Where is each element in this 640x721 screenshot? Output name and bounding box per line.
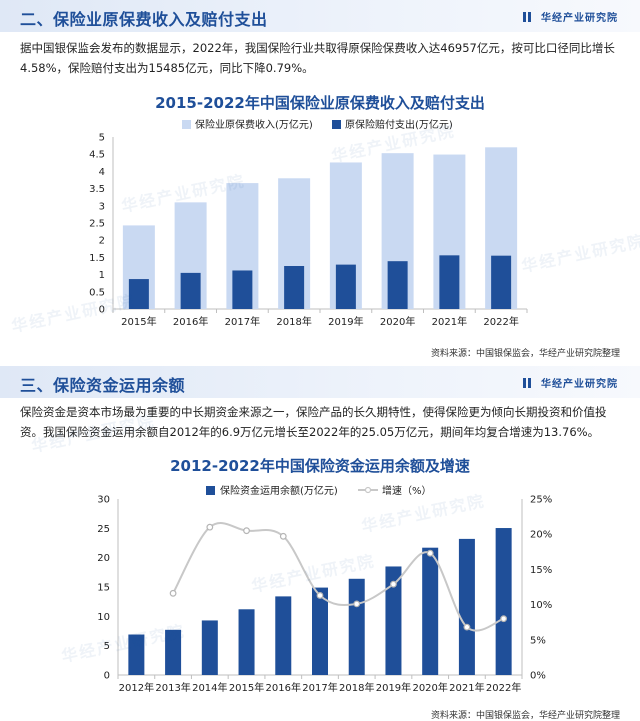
y-tick-label-left: 15	[97, 583, 110, 594]
legend-label: 保险业原保费收入(万亿元)	[195, 118, 313, 131]
growth-point	[390, 580, 397, 588]
y-tick-label-left: 25	[97, 524, 110, 535]
growth-point	[463, 623, 471, 631]
x-tick-label: 2018年	[276, 315, 311, 328]
chart-title: 2012-2022年中国保险资金运用余额及增速	[170, 457, 470, 475]
legend-marker	[364, 486, 372, 494]
bar-claims	[128, 279, 149, 309]
x-tick-label: 2015年	[229, 681, 264, 694]
legend-label: 保险资金运用余额(万亿元)	[220, 484, 338, 497]
bar-claims	[335, 264, 356, 309]
x-tick-label: 2016年	[266, 681, 301, 694]
brand-text: 华经产业研究院	[541, 379, 618, 390]
growth-point	[206, 523, 214, 531]
bar-fund-balance	[165, 629, 182, 675]
legend-swatch	[332, 120, 341, 129]
section-title: 三、保险资金运用余额	[20, 376, 186, 395]
chart-source: 资料来源：中国银保监会，华经产业研究院整理	[430, 349, 620, 359]
x-tick-label: 2019年	[376, 681, 411, 694]
bar-fund-balance	[201, 620, 218, 675]
x-tick-label: 2012年	[119, 681, 154, 694]
x-tick-label: 2014年	[192, 681, 227, 694]
brand-logo-icon	[523, 11, 533, 23]
y-tick-label-left: 0	[104, 671, 110, 682]
section-header-funds: 三、保险资金运用余额 华经产业研究院	[0, 366, 640, 398]
bar-claims	[387, 261, 408, 309]
bar-fund-balance	[238, 609, 255, 675]
bar-claims	[180, 272, 201, 309]
y-tick-label-right: 10%	[530, 600, 552, 611]
chart-title: 2015-2022年中国保险业原保费收入及赔付支出	[155, 94, 485, 112]
legend-swatch	[206, 486, 215, 495]
y-tick-label-left: 20	[97, 553, 110, 564]
y-tick-label-right: 15%	[530, 565, 552, 576]
y-tick-label: 2.5	[89, 219, 105, 230]
x-tick-label: 2021年	[449, 681, 484, 694]
x-tick-label: 2015年	[121, 315, 156, 328]
y-tick-label-right: 0%	[530, 671, 546, 682]
growth-point	[353, 600, 361, 608]
x-tick-label: 2017年	[302, 681, 337, 694]
legend-swatch	[182, 120, 191, 129]
legend-label: 原保险赔付支出(万亿元)	[345, 118, 453, 131]
bar-claims	[439, 255, 460, 309]
x-tick-label: 2018年	[339, 681, 374, 694]
bar-fund-balance	[422, 547, 439, 675]
x-tick-label: 2021年	[432, 315, 467, 328]
legend-label: 增速（%）	[382, 484, 432, 497]
y-tick-label-right: 5%	[530, 635, 546, 646]
bar-fund-balance	[275, 596, 292, 675]
growth-point	[500, 615, 508, 623]
bar-fund-balance	[458, 538, 475, 675]
x-tick-label: 2016年	[173, 315, 208, 328]
growth-point	[316, 592, 324, 599]
y-tick-label: 1	[99, 270, 105, 281]
bar-claims	[491, 255, 512, 309]
bar-fund-balance	[312, 587, 328, 675]
section-paragraph: 据中国银保监会发布的数据显示，2022年，我国保险行业共取得原保险保费收入达46…	[20, 41, 615, 75]
growth-point	[426, 549, 434, 557]
y-tick-label: 0.5	[89, 287, 105, 298]
y-tick-label: 0	[99, 305, 105, 316]
growth-point	[243, 527, 250, 535]
chart-source: 资料来源：中国银保监会，华经产业研究院整理	[430, 711, 620, 721]
x-tick-label: 2020年	[412, 681, 447, 694]
x-tick-label: 2022年	[483, 315, 518, 328]
x-tick-label: 2022年	[486, 681, 521, 694]
growth-line	[172, 522, 505, 632]
funds-chart: 保险资金运用余额(万亿元) 增速（%） 0 5 10 15 20 25 30 0% 5% 10% 15%…	[97, 484, 552, 694]
bar-fund-balance	[348, 578, 365, 675]
y-tick-label: 3	[99, 201, 105, 212]
y-tick-label: 4.5	[89, 150, 105, 161]
brand-label: 华经产业研究院	[523, 375, 618, 390]
section-header-premium: 二、保险业原保费收入及赔付支出 华经产业研究院	[0, 0, 640, 32]
bar-fund-balance	[385, 566, 402, 675]
y-tick-label-left: 10	[97, 612, 110, 623]
brand-text: 华经产业研究院	[541, 13, 618, 24]
brand-label: 华经产业研究院	[523, 9, 618, 24]
bar-fund-balance	[495, 528, 512, 675]
y-tick-label-right: 25%	[530, 495, 552, 506]
growth-point	[279, 532, 287, 540]
x-tick-label: 2013年	[155, 681, 190, 694]
growth-point	[169, 589, 177, 597]
bar-fund-balance	[128, 634, 145, 675]
y-tick-label: 2	[99, 236, 105, 247]
premium-chart: 保险业原保费收入(万亿元) 原保险赔付支出(万亿元) 0 0.5 1 1.5 2 2.5 3 3.…	[89, 118, 528, 328]
brand-logo-icon	[523, 377, 533, 389]
x-tick-label: 2017年	[225, 315, 260, 328]
y-tick-label-left: 30	[97, 495, 110, 506]
y-tick-label: 5	[99, 133, 105, 144]
y-tick-label: 1.5	[89, 253, 105, 264]
x-tick-label: 2019年	[328, 315, 363, 328]
y-tick-label-right: 20%	[530, 530, 552, 541]
x-tick-label: 2020年	[380, 315, 415, 328]
section-title: 二、保险业原保费收入及赔付支出	[20, 10, 268, 29]
y-tick-label-left: 5	[104, 641, 110, 652]
y-tick-label: 4	[99, 167, 105, 178]
y-tick-label: 3.5	[89, 184, 105, 195]
section-paragraph: 保险资金是资本市场最为重要的中长期资金来源之一，保险产品的长久期特性，使得保险更…	[20, 405, 607, 439]
bar-claims	[284, 266, 305, 309]
bar-claims	[232, 270, 253, 309]
